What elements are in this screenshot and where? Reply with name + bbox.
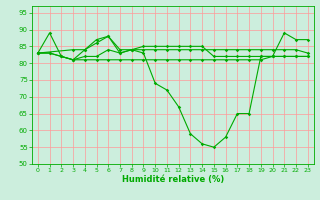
X-axis label: Humidité relative (%): Humidité relative (%) — [122, 175, 224, 184]
